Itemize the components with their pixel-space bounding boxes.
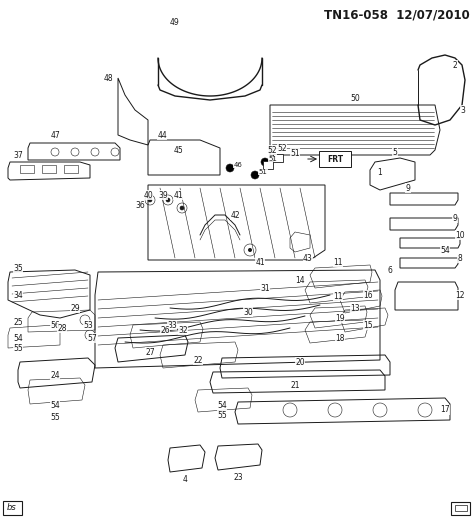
Text: 37: 37 <box>13 151 23 160</box>
FancyBboxPatch shape <box>319 151 351 167</box>
Text: 54: 54 <box>217 400 227 410</box>
Text: 26: 26 <box>160 325 170 335</box>
Circle shape <box>226 164 234 172</box>
Text: 13: 13 <box>350 304 360 312</box>
Text: 17: 17 <box>440 406 450 414</box>
Text: 2: 2 <box>453 61 457 69</box>
Text: 55: 55 <box>13 343 23 353</box>
Text: 9: 9 <box>406 183 410 193</box>
Text: 3: 3 <box>461 106 465 114</box>
Text: 42: 42 <box>230 210 240 220</box>
Bar <box>20 165 34 173</box>
Text: 36: 36 <box>135 200 145 209</box>
Text: 44: 44 <box>157 131 167 139</box>
FancyBboxPatch shape <box>2 500 21 514</box>
Text: 43: 43 <box>303 253 313 263</box>
Text: 14: 14 <box>295 276 305 284</box>
Text: 52: 52 <box>277 143 287 152</box>
Text: 9: 9 <box>453 213 457 223</box>
Bar <box>64 165 78 173</box>
Text: 34: 34 <box>13 291 23 299</box>
Text: 41: 41 <box>255 257 265 266</box>
Text: 51: 51 <box>269 156 277 162</box>
Text: 30: 30 <box>243 308 253 316</box>
Text: 52: 52 <box>267 146 277 154</box>
Text: 12: 12 <box>455 291 465 299</box>
Text: 57: 57 <box>87 334 97 342</box>
Text: 1: 1 <box>378 167 383 177</box>
Text: 23: 23 <box>233 473 243 482</box>
Text: 15: 15 <box>363 321 373 329</box>
Text: 54: 54 <box>13 334 23 342</box>
Text: 50: 50 <box>350 94 360 103</box>
Circle shape <box>166 198 170 202</box>
Text: 27: 27 <box>145 348 155 356</box>
Text: FRT: FRT <box>327 154 343 164</box>
Text: 51: 51 <box>258 169 267 175</box>
Text: 6: 6 <box>388 266 392 275</box>
Text: 55: 55 <box>217 410 227 420</box>
Text: TN16-058  12/07/2010: TN16-058 12/07/2010 <box>324 8 470 21</box>
Circle shape <box>248 248 252 252</box>
Text: 54: 54 <box>50 400 60 410</box>
Text: 25: 25 <box>13 318 23 326</box>
Text: 10: 10 <box>455 231 465 239</box>
Text: 29: 29 <box>70 304 80 312</box>
Text: 4: 4 <box>182 476 187 484</box>
Bar <box>273 154 283 162</box>
Text: 51: 51 <box>290 149 300 157</box>
Circle shape <box>180 206 184 210</box>
Text: 28: 28 <box>57 324 67 333</box>
Text: 11: 11 <box>333 257 343 266</box>
Text: 11: 11 <box>333 292 343 300</box>
Text: 48: 48 <box>103 74 113 82</box>
Text: 55: 55 <box>50 413 60 423</box>
Circle shape <box>251 171 259 179</box>
Text: 32: 32 <box>178 325 188 335</box>
Text: 53: 53 <box>83 321 93 329</box>
Circle shape <box>261 158 269 166</box>
Text: 24: 24 <box>50 370 60 380</box>
Text: 8: 8 <box>457 253 462 263</box>
Text: 56: 56 <box>50 321 60 329</box>
Text: 16: 16 <box>363 291 373 299</box>
Text: 41: 41 <box>173 191 183 199</box>
Text: 46: 46 <box>234 162 242 168</box>
Text: 20: 20 <box>295 357 305 367</box>
Text: 49: 49 <box>170 18 180 26</box>
Bar <box>42 165 56 173</box>
Circle shape <box>148 198 152 202</box>
Text: 31: 31 <box>260 283 270 293</box>
Text: 45: 45 <box>173 146 183 154</box>
Text: 19: 19 <box>335 313 345 323</box>
Text: 39: 39 <box>158 191 168 199</box>
Text: bs: bs <box>7 502 17 511</box>
Text: 54: 54 <box>440 246 450 254</box>
Text: 18: 18 <box>335 334 345 342</box>
Text: 47: 47 <box>50 131 60 139</box>
Text: 40: 40 <box>143 191 153 199</box>
Text: 22: 22 <box>193 355 203 365</box>
Text: 35: 35 <box>13 264 23 272</box>
Text: 5: 5 <box>392 148 397 156</box>
Text: 33: 33 <box>167 321 177 329</box>
Bar <box>263 161 273 169</box>
Text: 21: 21 <box>290 381 300 391</box>
FancyBboxPatch shape <box>452 501 471 514</box>
